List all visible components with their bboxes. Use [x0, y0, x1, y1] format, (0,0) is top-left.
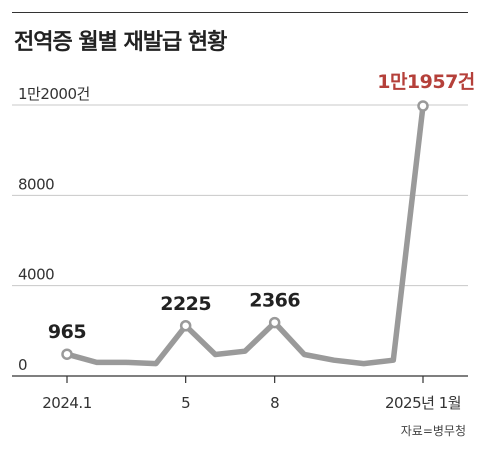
data-label: 965: [48, 321, 86, 343]
source-note: 자료=병무청: [400, 424, 466, 438]
data-label: 2225: [160, 293, 211, 315]
y-tick-label: 4000: [18, 266, 54, 284]
y-tick-label: 8000: [18, 175, 54, 193]
point-marker: [61, 348, 73, 360]
line-chart: 0 4000 8000 1만2000건 2024.1 5 8 2025년 1월 965 222…: [12, 71, 475, 412]
y-tick-label: 1만2000건: [18, 85, 90, 103]
series-line: [64, 103, 426, 367]
chart-title: 전역증 월별 재발급 현황: [14, 30, 227, 55]
x-tick-label: 2024.1: [42, 394, 92, 412]
x-tick-label: 8: [270, 394, 279, 412]
point-marker: [179, 320, 192, 332]
x-tick-label: 5: [181, 394, 190, 412]
point-marker: [268, 316, 281, 329]
y-tick-label: 0: [18, 356, 27, 374]
y-tick-labels: 0 4000 8000 1만2000건: [18, 85, 90, 374]
data-label: 2366: [249, 290, 300, 312]
x-axis: [12, 375, 468, 383]
data-labels: 965 2225 2366 1만1957건: [48, 71, 475, 343]
point-marker: [417, 100, 429, 112]
top-rule: [12, 12, 468, 13]
grid-lines: [12, 104, 468, 287]
x-tick-label: 2025년 1월: [385, 394, 461, 412]
x-tick-labels: 2024.1 5 8 2025년 1월: [42, 394, 461, 412]
series-line-layer: [64, 103, 426, 367]
data-label-highlight: 1만1957건: [377, 71, 475, 93]
point-markers: [61, 100, 429, 360]
